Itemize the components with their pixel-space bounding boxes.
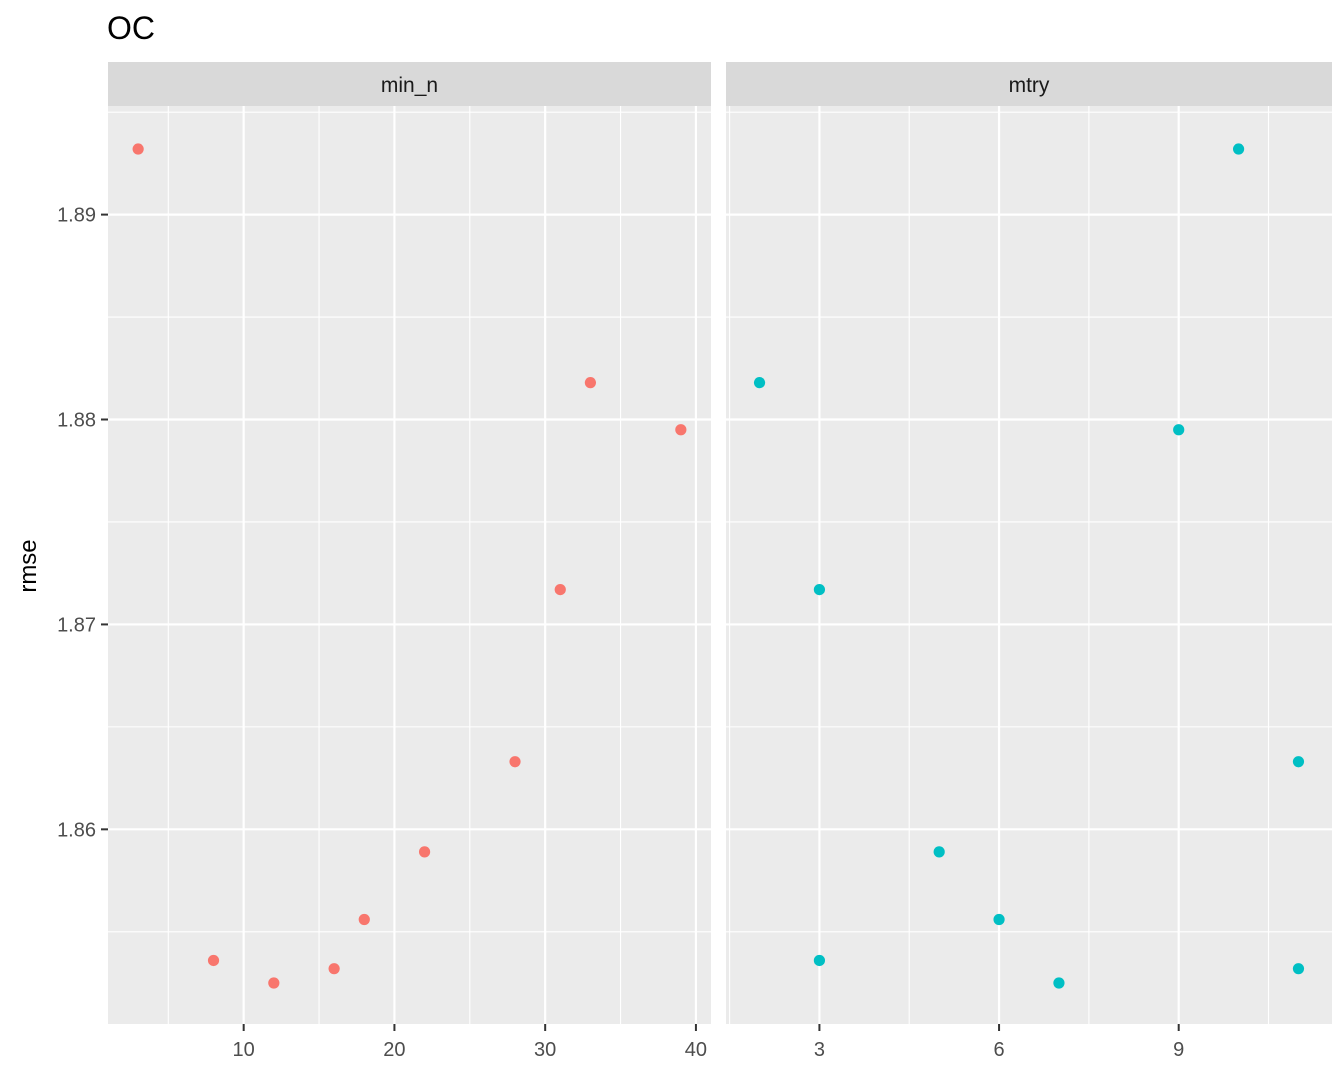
data-point bbox=[753, 377, 766, 389]
panel-min_n: min_n 10 20 30 40 bbox=[108, 62, 711, 1061]
data-point bbox=[1232, 143, 1245, 155]
data-point bbox=[933, 846, 945, 858]
data-point bbox=[509, 756, 521, 768]
panel-background bbox=[108, 106, 711, 1024]
data-point bbox=[1173, 424, 1185, 436]
y-axis-title: rmse bbox=[15, 539, 42, 592]
facet-panels: min_n 10 20 30 40 mtry 3 6 9 1.86 1.87 1.88 1.89 bbox=[57, 62, 1332, 1061]
y-axis: 1.86 1.87 1.88 1.89 bbox=[57, 205, 108, 841]
x-tick-label: 3 bbox=[814, 1039, 825, 1061]
data-point bbox=[675, 424, 687, 436]
data-point bbox=[993, 913, 1005, 926]
data-point bbox=[268, 977, 280, 989]
data-point bbox=[1292, 963, 1305, 975]
chart-title: OC bbox=[107, 10, 155, 46]
panel-background bbox=[726, 106, 1332, 1024]
y-tick-label: 1.89 bbox=[57, 205, 96, 227]
data-point bbox=[813, 954, 826, 967]
data-point bbox=[1292, 756, 1305, 768]
x-tick-label: 40 bbox=[685, 1039, 707, 1061]
y-tick-label: 1.86 bbox=[57, 819, 96, 841]
data-point bbox=[813, 583, 826, 596]
strip-background bbox=[108, 62, 711, 106]
data-point bbox=[418, 846, 431, 858]
panel-mtry: mtry 3 6 9 bbox=[726, 62, 1332, 1061]
x-tick-label: 30 bbox=[534, 1039, 556, 1061]
strip-label: mtry bbox=[1009, 74, 1050, 97]
data-point bbox=[328, 963, 340, 975]
strip-label: min_n bbox=[381, 74, 438, 97]
x-tick-label: 9 bbox=[1173, 1039, 1184, 1061]
data-point bbox=[1053, 977, 1065, 989]
data-point bbox=[207, 954, 220, 967]
x-tick-label: 10 bbox=[233, 1039, 255, 1061]
data-point bbox=[584, 377, 597, 389]
y-tick-label: 1.87 bbox=[57, 614, 96, 636]
x-tick-label: 6 bbox=[993, 1039, 1004, 1061]
data-point bbox=[132, 143, 144, 155]
data-point bbox=[554, 583, 566, 596]
x-tick-label: 20 bbox=[383, 1039, 405, 1061]
y-tick-label: 1.88 bbox=[57, 410, 96, 432]
data-point bbox=[358, 913, 370, 926]
strip-background bbox=[726, 62, 1332, 106]
